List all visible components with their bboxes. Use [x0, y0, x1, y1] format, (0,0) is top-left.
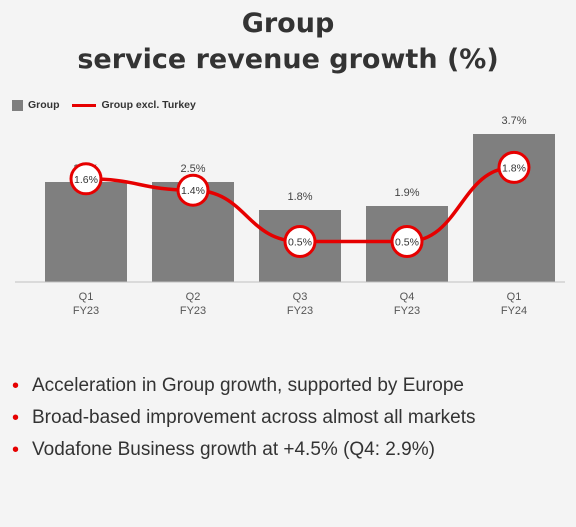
chart-area: 2.5%2.5%1.8%1.9%3.7%Q1FY23Q2FY23Q3FY23Q4… — [15, 115, 565, 317]
x-tick-label: Q2 — [186, 291, 201, 303]
x-tick-label: Q1 — [507, 291, 522, 303]
bullet-item: • Vodafone Business growth at +4.5% (Q4: … — [12, 434, 572, 466]
bullet-text: Broad-based improvement across almost al… — [32, 407, 476, 428]
legend-line-label: Group excl. Turkey — [101, 99, 196, 111]
line-point — [390, 225, 424, 258]
line-value-label: 0.5% — [395, 237, 419, 249]
line-value-label: 1.6% — [74, 174, 98, 186]
line-point — [283, 225, 317, 258]
bullet-dot: • — [12, 438, 20, 461]
bar — [45, 182, 127, 282]
line-point — [497, 150, 531, 184]
legend-bar-swatch — [12, 99, 23, 111]
bullet-item: • Acceleration in Group growth, supported… — [12, 370, 572, 402]
bar-value-label: 3.7% — [501, 115, 526, 127]
bar-value-label: 1.8% — [287, 191, 312, 203]
legend-line-swatch — [71, 103, 96, 107]
bullet-list: • Acceleration in Group growth, supported… — [12, 370, 572, 466]
x-tick-label: FY24 — [501, 305, 527, 317]
bullet-item: • Broad-based improvement across almost a… — [12, 402, 572, 434]
x-tick-label: Q3 — [293, 291, 308, 303]
line-point — [69, 162, 103, 196]
legend-bar-label: Group — [28, 99, 60, 111]
line-value-label: 1.4% — [181, 185, 205, 197]
line-value-label: 1.8% — [502, 162, 526, 174]
title-line-2: service revenue growth (%) — [77, 44, 499, 75]
bullet-dot: • — [12, 374, 20, 397]
x-tick-label: Q1 — [79, 291, 94, 303]
legend: Group Group excl. Turkey — [12, 98, 196, 112]
x-tick-label: FY23 — [180, 305, 206, 317]
bullet-text: Acceleration in Group growth, supported … — [32, 375, 464, 396]
x-tick-label: FY23 — [287, 305, 313, 317]
line-value-label: 0.5% — [288, 237, 312, 249]
title-line-1: Group — [241, 8, 335, 39]
bullet-dot: • — [12, 406, 20, 429]
x-tick-label: Q4 — [400, 291, 415, 303]
bar-value-label: 2.5% — [180, 163, 205, 175]
bar-value-label: 1.9% — [394, 187, 419, 199]
line-point — [176, 173, 210, 207]
bullet-text: Vodafone Business growth at +4.5% (Q4: 2… — [32, 439, 435, 460]
x-tick-label: FY23 — [394, 305, 420, 317]
x-tick-label: FY23 — [73, 305, 99, 317]
chart-title: Group service revenue growth (%) — [0, 6, 576, 78]
